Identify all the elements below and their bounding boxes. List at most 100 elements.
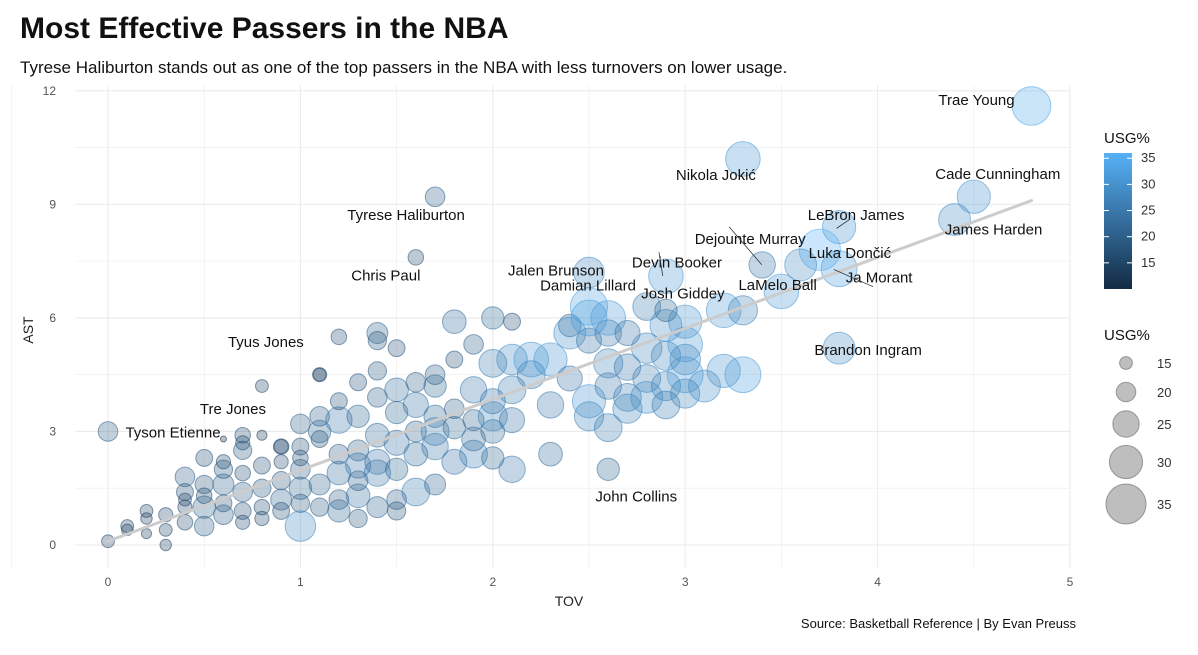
chart-title: Most Effective Passers in the NBA <box>20 12 509 45</box>
data-point <box>195 487 213 505</box>
color-legend-tick: 20 <box>1141 229 1155 244</box>
player-label: Damian Lillard <box>540 278 636 295</box>
data-point <box>513 341 550 378</box>
player-label: Tyus Jones <box>228 334 304 351</box>
data-point <box>553 316 587 350</box>
data-point <box>480 419 506 444</box>
x-tick-label: 4 <box>874 575 881 589</box>
y-tick-label: 6 <box>49 311 56 325</box>
player-label: LaMelo Ball <box>738 277 816 294</box>
data-point <box>292 449 309 467</box>
data-point <box>233 501 252 520</box>
player-label: Ja Morant <box>846 270 914 287</box>
data-point <box>307 419 332 444</box>
size-legend-tick: 30 <box>1157 455 1171 470</box>
data-point <box>441 309 467 335</box>
label-leader-line <box>728 226 763 265</box>
data-point <box>345 483 371 509</box>
data-point <box>347 470 369 491</box>
data-point <box>325 406 353 434</box>
size-legend-circle <box>1115 381 1137 403</box>
data-point <box>423 374 447 398</box>
player-label: John Collins <box>595 488 677 505</box>
player-point <box>97 421 119 442</box>
data-point <box>215 454 232 470</box>
data-point <box>367 330 387 351</box>
player-label: Chris Paul <box>351 267 420 284</box>
player-labels: Trae Young Nikola Jokić Cade Cunningham Tyr… <box>125 92 1060 505</box>
data-point <box>706 353 741 388</box>
data-point <box>176 514 194 531</box>
player-point <box>798 228 842 271</box>
color-legend-tick: 30 <box>1141 176 1155 191</box>
x-tick-label: 1 <box>297 575 304 589</box>
data-point <box>570 299 608 337</box>
data-point <box>349 373 368 392</box>
player-point <box>822 331 856 365</box>
player-label: Josh Giddey <box>641 285 725 302</box>
size-legend-tick: 25 <box>1157 417 1171 432</box>
player-point <box>820 250 858 288</box>
data-point <box>195 449 214 467</box>
data-point <box>367 387 388 408</box>
x-axis-title: TOV <box>555 593 584 609</box>
size-legend-tick: 15 <box>1157 356 1171 371</box>
data-point <box>308 473 331 496</box>
player-label: Tyson Etienne <box>125 424 220 441</box>
x-tick-label: 0 <box>105 575 112 589</box>
chart-subtitle: Tyrese Haliburton stands out as one of t… <box>20 58 788 77</box>
player-point <box>654 298 678 322</box>
data-point <box>669 343 701 376</box>
data-point <box>219 435 227 443</box>
data-point <box>424 473 447 496</box>
label-leader-line <box>658 252 664 276</box>
data-point <box>273 439 289 455</box>
legend: USG% 15 20 25 30 35 USG% 15 20 25 30 35 <box>1104 130 1171 525</box>
data-point <box>327 499 351 523</box>
data-point <box>256 429 268 441</box>
color-legend-tick: 35 <box>1141 150 1155 165</box>
player-point <box>648 258 684 295</box>
player-point <box>569 287 609 326</box>
player-point <box>956 179 991 214</box>
data-point <box>478 348 508 378</box>
data-point <box>481 446 505 470</box>
data-point <box>235 514 251 530</box>
data-point <box>158 522 173 537</box>
player-label: Brandon Ingram <box>814 342 922 359</box>
data-point <box>441 448 468 475</box>
x-tick-label: 2 <box>489 575 496 589</box>
data-point <box>632 364 662 393</box>
color-legend-tick: 15 <box>1141 255 1155 270</box>
data-point <box>366 496 389 519</box>
player-label: LeBron James <box>808 207 905 224</box>
player-label: Trae Young <box>938 92 1014 109</box>
player-point <box>748 251 776 279</box>
data-point <box>705 292 742 329</box>
data-point <box>290 413 311 435</box>
data-point <box>724 356 762 394</box>
data-point <box>159 538 172 552</box>
data-point <box>461 426 486 452</box>
player-label: Cade Cunningham <box>935 166 1060 183</box>
data-point <box>670 378 701 409</box>
y-tick-label: 12 <box>43 84 57 98</box>
data-point <box>593 413 623 443</box>
size-legend-tick: 35 <box>1157 497 1171 512</box>
player-label: Dejounte Murray <box>695 231 806 248</box>
trend-line <box>106 199 1034 543</box>
data-point <box>384 457 409 481</box>
color-legend-tick: 25 <box>1141 203 1155 218</box>
grid-lines <box>11 85 1071 568</box>
data-point <box>630 380 664 414</box>
player-label: Devin Booker <box>632 254 722 271</box>
data-point <box>651 390 681 420</box>
data-point <box>688 369 721 403</box>
label-leader-line <box>836 218 851 229</box>
size-legend-circle <box>1119 356 1133 370</box>
y-tick-label: 3 <box>49 424 56 438</box>
player-label: Tre Jones <box>200 401 266 418</box>
y-tick-label: 0 <box>49 538 56 552</box>
data-point <box>212 473 235 496</box>
